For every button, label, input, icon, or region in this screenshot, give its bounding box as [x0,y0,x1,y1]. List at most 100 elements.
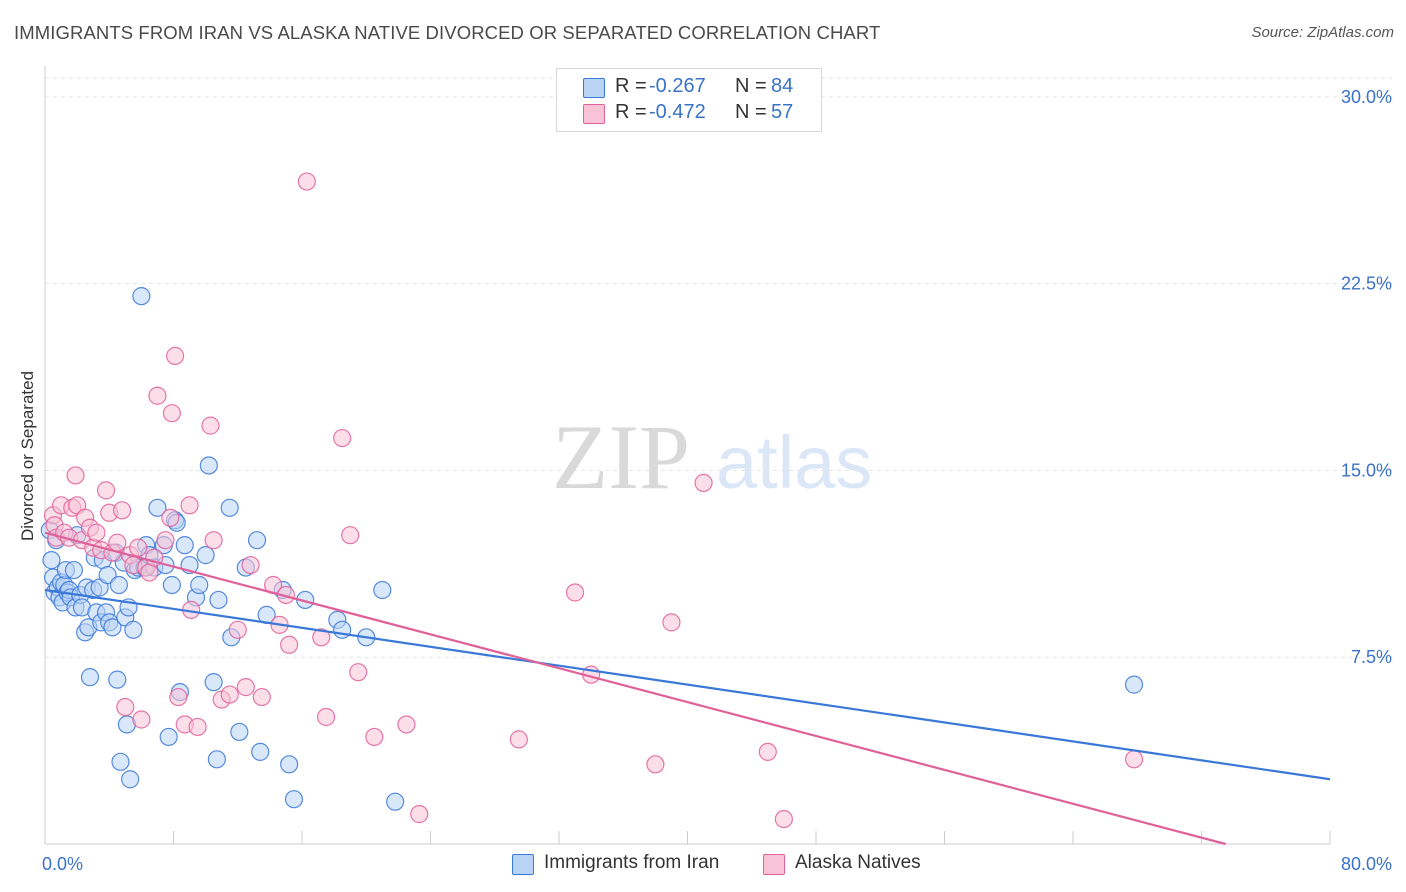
chart-title: IMMIGRANTS FROM IRAN VS ALASKA NATIVE DI… [14,22,881,43]
y-tick-label: 7.5% [1351,647,1392,667]
point-alaska [312,628,331,647]
point-iran [230,722,249,742]
point-alaska [169,687,188,707]
point-alaska [236,678,255,697]
n-label: N = [735,75,767,97]
point-alaska [280,635,299,654]
point-iran [111,752,130,771]
point-iran [333,620,352,639]
trend-line-alaska [44,531,1226,846]
x-tick-label-max: 80.0% [1341,854,1392,874]
point-alaska [397,715,416,734]
point-alaska [220,685,239,704]
legend-item-iran[interactable]: Immigrants from Iran [512,852,742,876]
point-iran [1124,675,1144,694]
point-iran [109,575,128,595]
point-alaska [333,428,352,448]
point-iran [64,560,84,580]
point-iran [148,498,167,517]
point-alaska [565,583,585,602]
tick-labels: 7.5% 15.0% 22.5% 30.0% 0.0% 80.0% [42,87,1392,874]
y-tick-label: 30.0% [1341,87,1392,107]
point-alaska [166,346,185,365]
point-alaska [188,717,207,737]
point-iran [42,551,61,570]
axes [44,66,1331,845]
point-alaska [297,172,316,191]
point-alaska [112,501,132,520]
point-alaska [108,533,127,552]
point-iran [80,668,100,687]
point-iran [132,287,151,306]
point-iran [209,590,228,610]
point-alaska [410,805,429,824]
r-label: R = [615,75,647,97]
point-iran [199,456,218,475]
point-alaska [96,481,116,500]
point-iran [280,755,299,774]
legend-item-alaska[interactable]: Alaska Natives [763,852,943,876]
swatch-iran-icon [583,78,605,98]
point-iran [386,792,405,811]
point-alaska [204,531,223,550]
point-alaska [365,727,384,747]
point-iran [108,670,127,689]
point-alaska [509,730,528,749]
source-label: Source: ZipAtlas.com [1251,24,1394,41]
point-alaska [180,496,199,515]
point-iran [175,536,194,555]
point-alaska [694,473,713,493]
series-iran-points [40,287,1144,811]
point-alaska [161,508,180,527]
point-alaska [662,613,681,632]
y-tick-label: 15.0% [1341,460,1392,480]
point-alaska [646,755,665,774]
point-iran [121,770,140,789]
point-iran [103,618,122,637]
point-iran [204,673,223,692]
trend-line-iran [44,588,1331,781]
point-alaska [148,386,167,405]
trend-lines [44,531,1331,846]
x-tick-label-min: 0.0% [42,854,83,874]
point-iran [196,546,215,565]
stats-row-alaska: R = -0.472 N = 57 [557,101,821,127]
point-iran [124,620,143,639]
correlation-stats-box: R = -0.267 N = 84 R = -0.472 N = 57 [556,68,822,132]
point-alaska [349,663,368,682]
point-iran [220,498,239,517]
watermark-zip: ZIP [552,406,690,508]
point-alaska [87,523,106,542]
watermark-atlas: atlas [716,421,872,504]
y-tick-label: 22.5% [1341,274,1392,294]
legend-swatch-alaska-icon [763,854,785,875]
point-alaska [241,555,260,575]
swatch-alaska-icon [583,104,605,124]
point-alaska [1124,750,1144,769]
point-alaska [66,466,85,485]
point-alaska [341,526,360,545]
r-value-alaska: -0.472 [649,101,706,123]
point-alaska [132,710,151,729]
point-alaska [116,697,135,717]
stats-row-iran: R = -0.267 N = 84 [557,75,821,101]
point-alaska [758,742,777,761]
series-alaska-points [43,172,1144,829]
point-iran [247,531,267,550]
y-axis-title: Divorced or Separated [18,370,37,542]
point-alaska [774,809,793,829]
point-iran [159,727,178,747]
point-alaska [228,620,247,639]
n-value-iran: 84 [771,75,794,97]
point-iran [207,750,226,769]
legend-label-iran: Immigrants from Iran [544,852,720,873]
point-iran [373,580,392,600]
n-value-alaska: 57 [771,101,794,123]
point-iran [162,575,181,595]
point-alaska [156,531,175,550]
point-alaska [129,538,148,557]
legend-swatch-iran-icon [512,854,534,875]
watermark: ZIP atlas [552,406,872,508]
r-label: R = [615,101,647,123]
